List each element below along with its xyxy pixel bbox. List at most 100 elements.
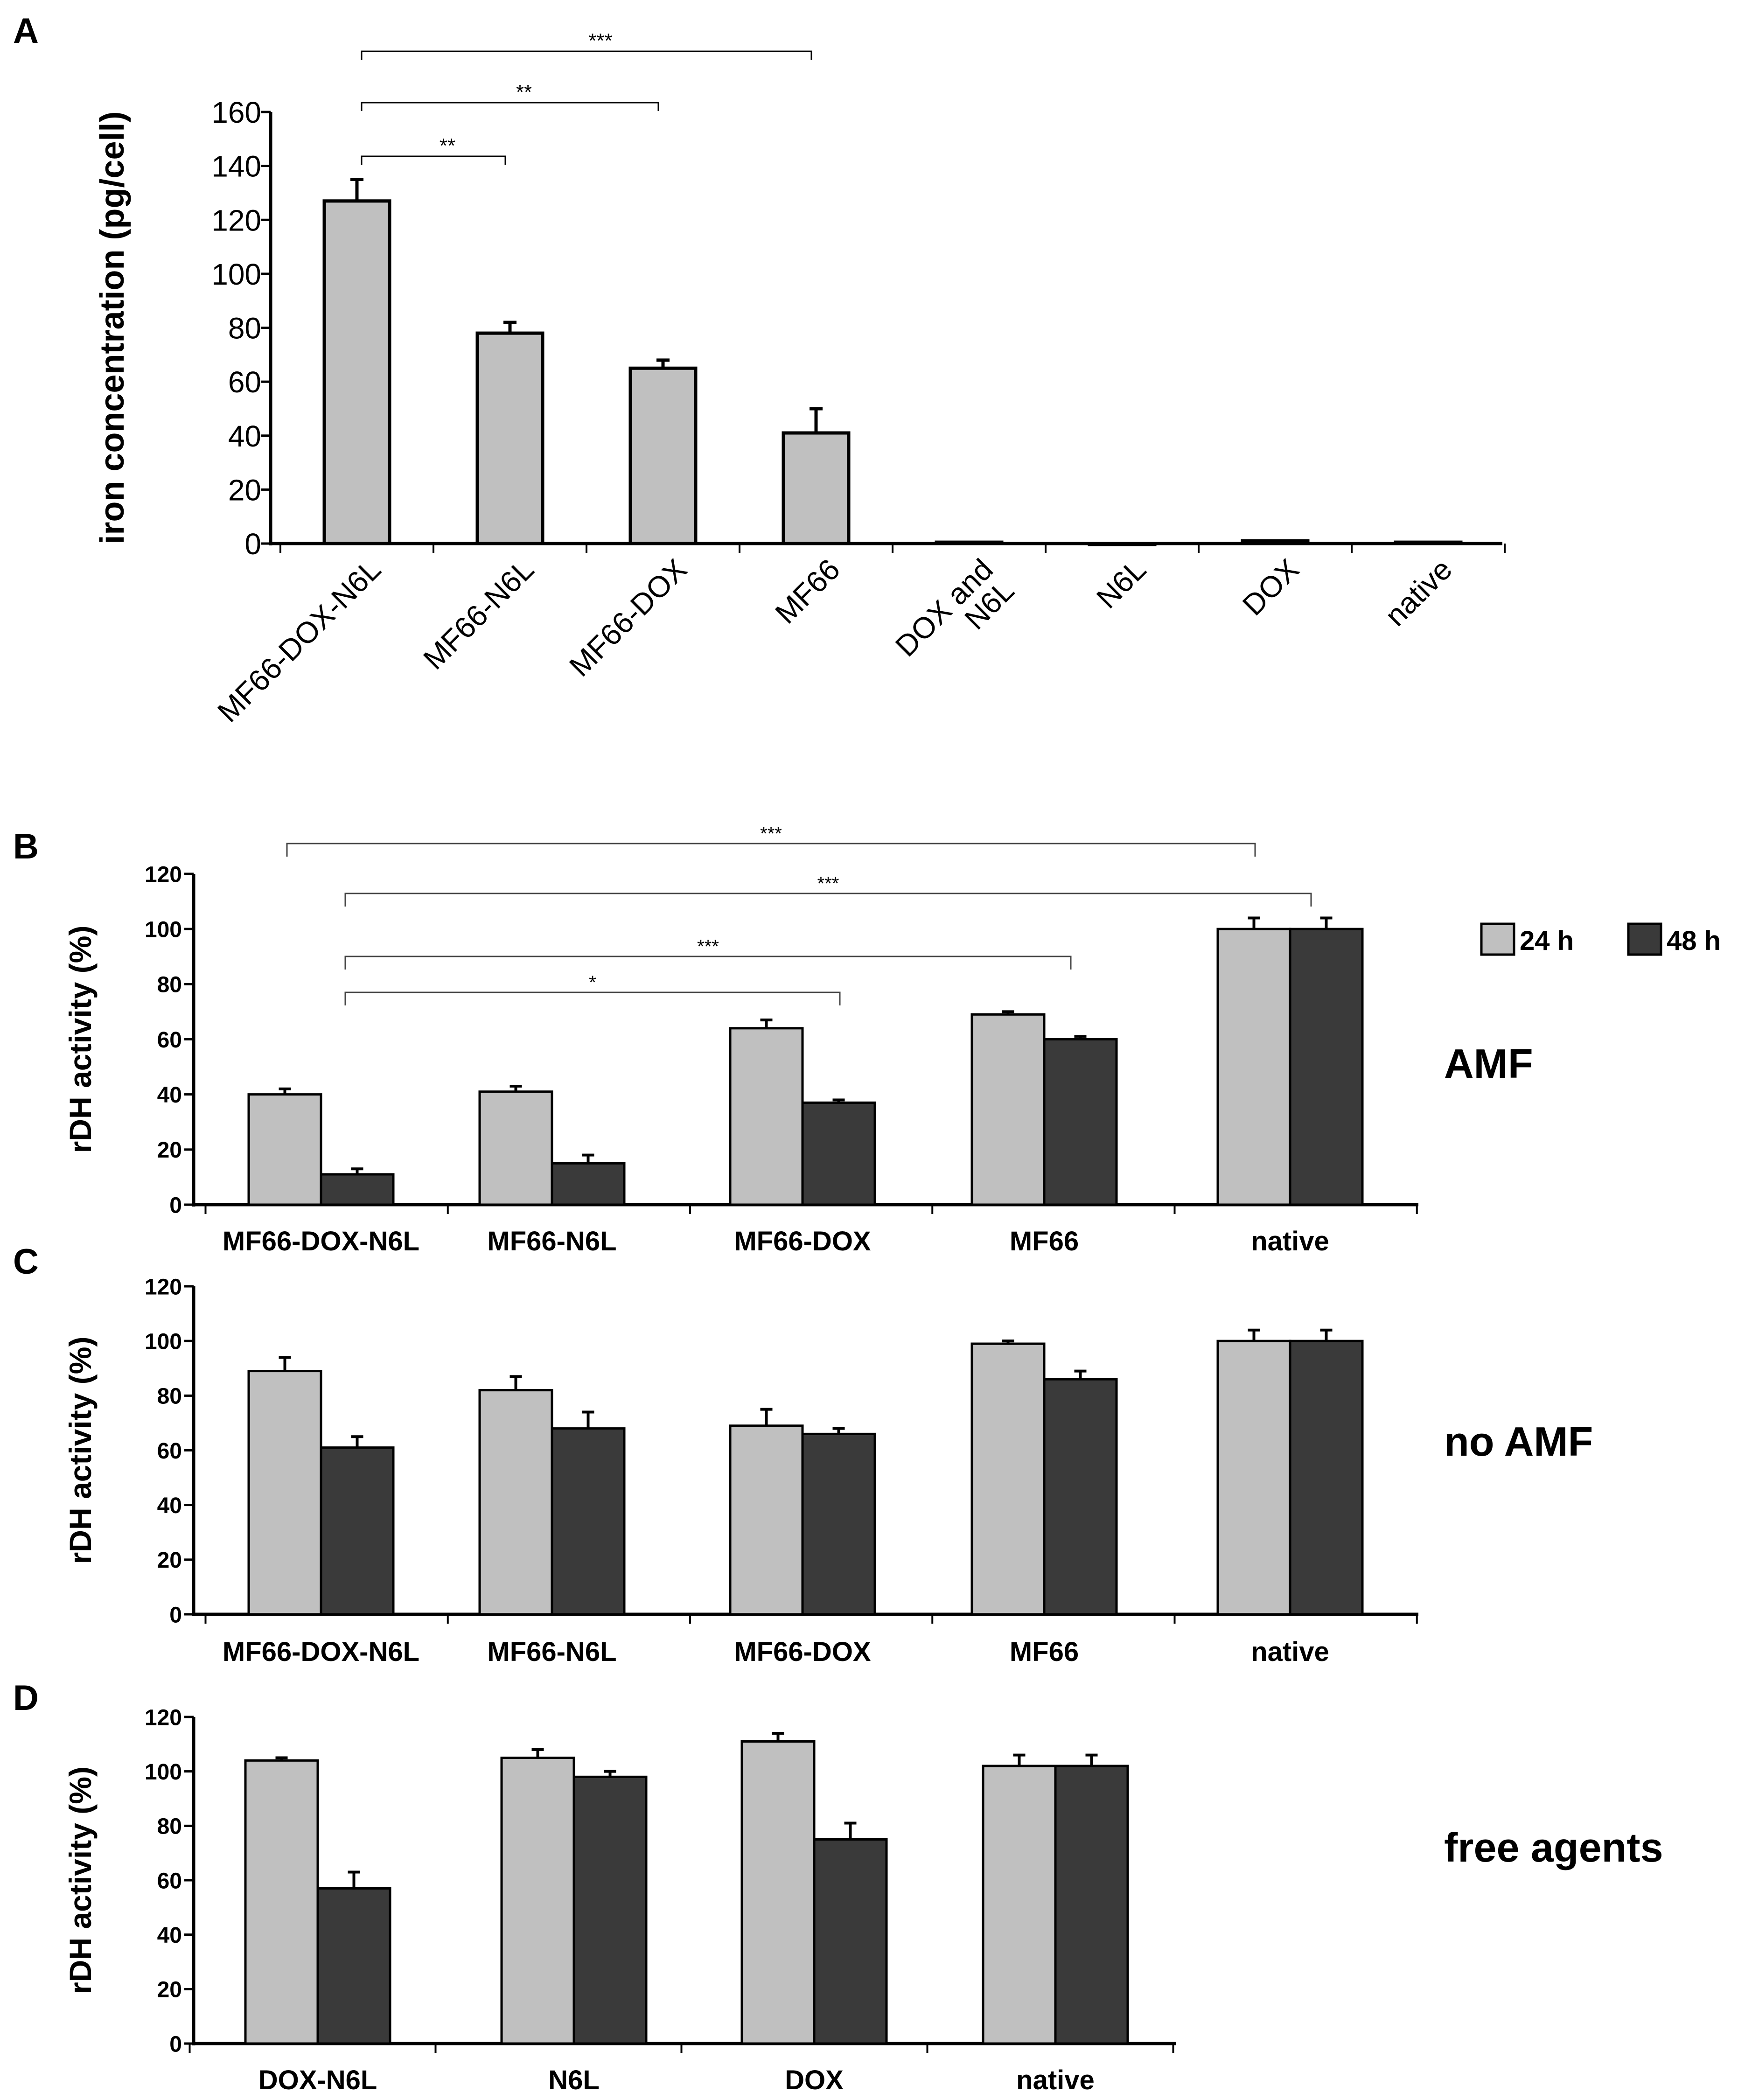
x-tick-label: MF66 [1010,1637,1079,1667]
bar-24h [247,1370,322,1616]
x-tick-label: MF66-DOX [734,1637,871,1667]
significance-label: ** [516,81,532,104]
y-tick-label: 60 [157,1439,182,1464]
y-tick-label: 20 [157,1978,182,2002]
x-tick-label: N6L [548,2065,600,2095]
panel-label: B [13,827,39,866]
y-tick-label: 0 [244,527,261,561]
bar-48h [1043,1378,1118,1616]
significance-bracket [344,893,1312,907]
y-tick-label: 0 [169,1193,182,1218]
bar-48h [1289,928,1364,1206]
significance-label: *** [760,823,782,844]
y-tick-label: 40 [157,1083,182,1108]
significance-bracket [344,956,1072,970]
x-tick-label: DOX [785,2065,844,2095]
bar-48h [813,1838,888,2045]
bar-24h [982,1765,1057,2045]
bar-24h [244,1759,319,2045]
bar-24h [970,1013,1046,1206]
y-tick-label: 20 [228,473,261,507]
y-tick-label: 120 [145,1275,182,1299]
bar-48h [572,1775,648,2045]
y-tick-label: 100 [145,1760,182,1785]
y-tick-label: 60 [157,1869,182,1893]
x-tick-label: MF66-N6L [417,552,540,676]
x-tick-label: MF66-N6L [487,1637,616,1667]
y-tick-label: 120 [145,1705,182,1730]
significance-label: *** [817,873,839,894]
bar-48h [316,1887,391,2045]
bar-24h [478,1389,553,1616]
y-tick-label: 80 [157,973,182,998]
x-tick-label: native [1378,552,1459,633]
bar-24h [500,1757,575,2045]
x-tick-label: MF66-DOX-N6L [211,552,387,729]
bar-24h [1216,1340,1291,1616]
condition-label: no AMF [1444,1418,1593,1465]
panel-label: D [13,1678,39,1718]
significance-bracket [361,102,659,111]
significance-bracket [361,50,812,60]
y-tick-label: 0 [169,2032,182,2057]
bar-24h [740,1740,816,2045]
y-tick-label: 80 [157,1814,182,1839]
y-tick-label: 40 [228,419,261,453]
y-tick-label: 100 [211,258,261,291]
bar [475,331,544,545]
y-axis-label: rDH activity (%) [63,926,98,1153]
y-tick-label: 80 [228,312,261,345]
panel-label: C [13,1242,39,1282]
legend: 24 h 48 h [1480,922,1721,956]
y-axis-label: rDH activity (%) [63,1337,98,1564]
panel-label: A [13,11,39,51]
panel-d: D 0 20 40 60 80 100 120 rDH activity (%) DOX-N6L N… [13,1678,1663,2095]
bar [1394,540,1463,545]
x-tick-label: MF66 [768,552,846,630]
significance-bracket [361,155,506,165]
legend-swatch-24h [1480,922,1515,956]
bar-48h [551,1162,626,1206]
x-tick-label: MF66 [1010,1226,1079,1256]
bar [322,199,391,545]
x-tick-label: MF66-DOX [734,1226,871,1256]
y-tick-label: 140 [211,150,261,183]
legend-swatch-48h [1627,922,1662,956]
panel-a: A 0 20 40 60 80 100 120 140 160 iron concentration… [13,11,1506,729]
panel-b: B 0 20 40 60 80 100 120 rDH activity (%) MF66-DOX… [13,823,1533,1256]
significance-bracket [344,991,841,1005]
bar-24h [478,1090,553,1206]
bar [782,431,851,545]
y-tick-label: 80 [157,1384,182,1409]
bar-24h [247,1093,322,1206]
legend-label: 48 h [1667,926,1721,956]
x-tick-label: MF66-DOX-N6L [223,1226,419,1256]
y-tick-label: 60 [228,365,261,399]
bar-48h [1054,1765,1129,2045]
y-tick-label: 100 [145,917,182,942]
x-tick-label: DOX andN6L [889,552,1020,684]
x-tick-label: MF66-DOX-N6L [223,1637,419,1667]
y-tick-label: 0 [169,1603,182,1627]
significance-label: * [589,972,596,993]
y-axis-label: iron concentration (pg/cell) [94,111,131,544]
x-tick-label: native [1016,2065,1095,2095]
bar-48h [801,1101,876,1206]
condition-label: free agents [1444,1824,1663,1870]
y-tick-label: 20 [157,1548,182,1573]
y-tick-label: 20 [157,1138,182,1163]
bar-24h [970,1342,1046,1616]
significance-label: *** [697,936,719,957]
bar-48h [551,1427,626,1616]
bar [1241,539,1310,545]
legend-label: 24 h [1520,926,1574,956]
significance-bracket [286,843,1256,857]
y-tick-label: 40 [157,1493,182,1518]
y-tick-label: 60 [157,1028,182,1053]
x-tick-label: DOX-N6L [258,2065,377,2095]
condition-label: AMF [1444,1040,1533,1087]
x-tick-label: MF66-DOX [563,552,693,683]
bar-48h [320,1446,395,1616]
y-tick-label: 120 [211,203,261,237]
x-tick-label: N6L [1090,552,1152,615]
